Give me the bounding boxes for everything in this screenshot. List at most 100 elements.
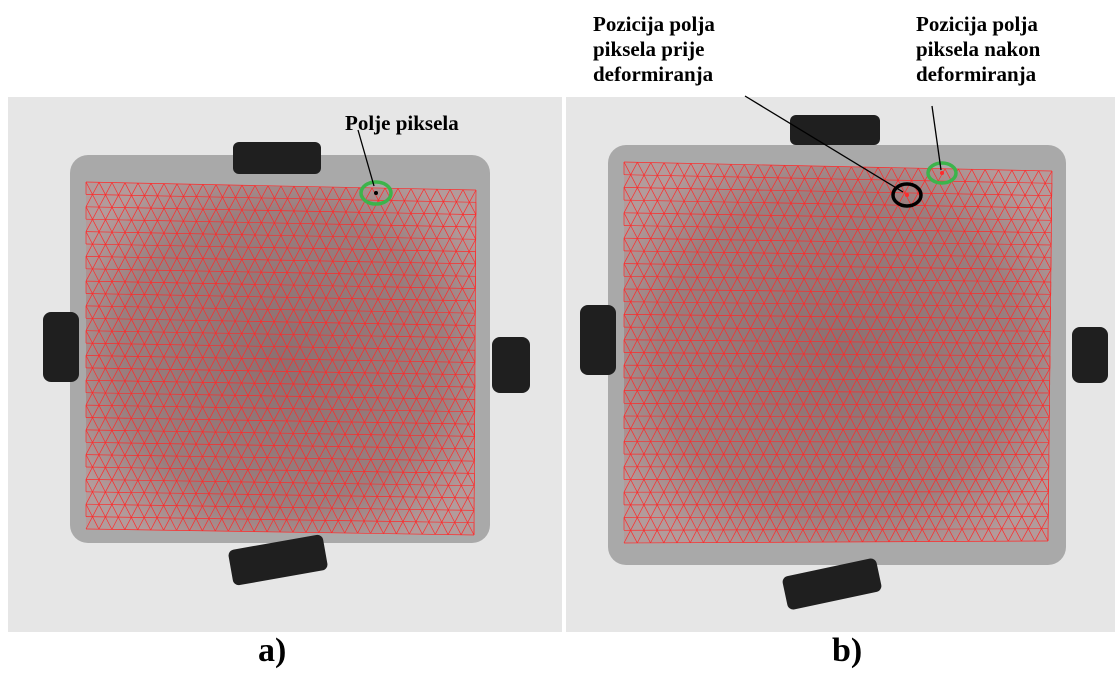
mesh-line <box>856 416 864 430</box>
mesh-line <box>332 199 340 212</box>
mesh-line <box>736 290 745 304</box>
mesh-line <box>842 516 850 530</box>
mesh-line <box>98 454 106 468</box>
mesh-line <box>955 491 963 505</box>
mesh-line <box>623 250 1052 258</box>
mesh-line <box>890 205 899 218</box>
mesh-line <box>836 379 844 392</box>
mesh-line <box>657 200 665 214</box>
mesh-line <box>222 246 230 260</box>
mesh-line <box>345 199 353 213</box>
mesh-line <box>850 191 859 205</box>
mesh-line <box>902 379 911 393</box>
mesh-line <box>908 466 917 480</box>
mesh-line <box>254 247 262 260</box>
mesh-line <box>299 408 307 422</box>
mesh-line <box>397 311 405 325</box>
mesh-line <box>318 483 326 496</box>
mesh-line <box>287 223 295 236</box>
mesh-line <box>384 299 392 312</box>
mesh-line <box>143 455 152 469</box>
mesh-line <box>449 189 457 203</box>
mesh-line <box>344 347 353 361</box>
mesh-line <box>273 284 282 298</box>
mesh-line <box>221 271 230 285</box>
mesh-line <box>429 386 437 399</box>
mesh-line <box>436 238 444 252</box>
mesh-line <box>300 186 308 199</box>
mesh-line <box>623 314 632 328</box>
mesh-line <box>449 287 457 301</box>
mesh-line <box>936 379 944 393</box>
mesh-line <box>409 496 417 510</box>
mesh-line <box>163 220 171 234</box>
mesh-line <box>636 530 645 544</box>
mesh-line <box>931 168 939 182</box>
mesh-line <box>344 372 353 386</box>
mesh-line <box>863 266 872 280</box>
mesh-line <box>643 263 652 277</box>
mesh-line <box>623 517 631 531</box>
mesh-line <box>703 390 711 404</box>
mesh-line <box>1028 503 1036 517</box>
mesh-line <box>930 230 939 244</box>
mesh-line <box>783 290 791 304</box>
mesh-line <box>882 504 890 517</box>
mesh-line <box>743 214 752 228</box>
mesh-line <box>896 404 904 418</box>
mesh-line <box>809 379 818 392</box>
mesh-line <box>863 279 872 293</box>
mesh-line <box>623 504 631 518</box>
mesh-line <box>763 290 772 304</box>
mesh-line <box>299 458 307 471</box>
mesh-line <box>345 285 353 299</box>
mesh-line <box>883 329 891 343</box>
mesh-line <box>737 176 745 190</box>
mesh-line <box>789 441 798 455</box>
mesh-line <box>1030 294 1038 307</box>
mesh-line <box>273 519 281 533</box>
mesh-line <box>822 441 831 455</box>
mesh-line <box>623 428 1050 431</box>
mesh-line <box>823 241 832 255</box>
mesh-line <box>137 418 145 431</box>
mesh-line <box>703 416 711 430</box>
mesh-line <box>884 204 892 218</box>
mesh-line <box>817 241 825 254</box>
mesh-line <box>182 431 190 445</box>
mesh-line <box>643 403 651 417</box>
mesh-line <box>241 222 249 235</box>
mesh-line <box>630 365 638 379</box>
mesh-line <box>1004 170 1013 183</box>
mesh-line <box>802 454 811 468</box>
mesh-line <box>676 276 685 290</box>
mesh-line <box>743 391 751 405</box>
mesh-line <box>1030 306 1038 320</box>
mesh-line <box>770 340 778 354</box>
mesh-line <box>434 497 443 510</box>
mesh-line <box>137 319 145 332</box>
mesh-line <box>709 479 718 493</box>
mesh-line <box>260 284 269 297</box>
green-marker-ellipse <box>926 161 958 185</box>
mesh-line <box>396 360 404 374</box>
mesh-line <box>137 232 145 246</box>
mesh-line <box>950 305 958 319</box>
mesh-line <box>461 386 469 400</box>
mesh-line <box>170 270 178 284</box>
mesh-line <box>442 300 450 313</box>
mesh-line <box>830 241 838 255</box>
mesh-line <box>196 221 204 235</box>
mesh-line <box>435 349 443 362</box>
mesh-line <box>1004 219 1012 233</box>
mesh-line <box>318 408 327 422</box>
mesh-line <box>710 163 718 177</box>
mesh-line <box>92 454 100 468</box>
mesh-line <box>843 391 851 405</box>
mesh-line <box>202 208 210 222</box>
right-grip <box>1072 327 1108 383</box>
mesh-line <box>789 516 797 530</box>
mesh-line <box>384 237 392 251</box>
mesh-line <box>189 221 197 234</box>
mesh-line <box>390 311 398 325</box>
